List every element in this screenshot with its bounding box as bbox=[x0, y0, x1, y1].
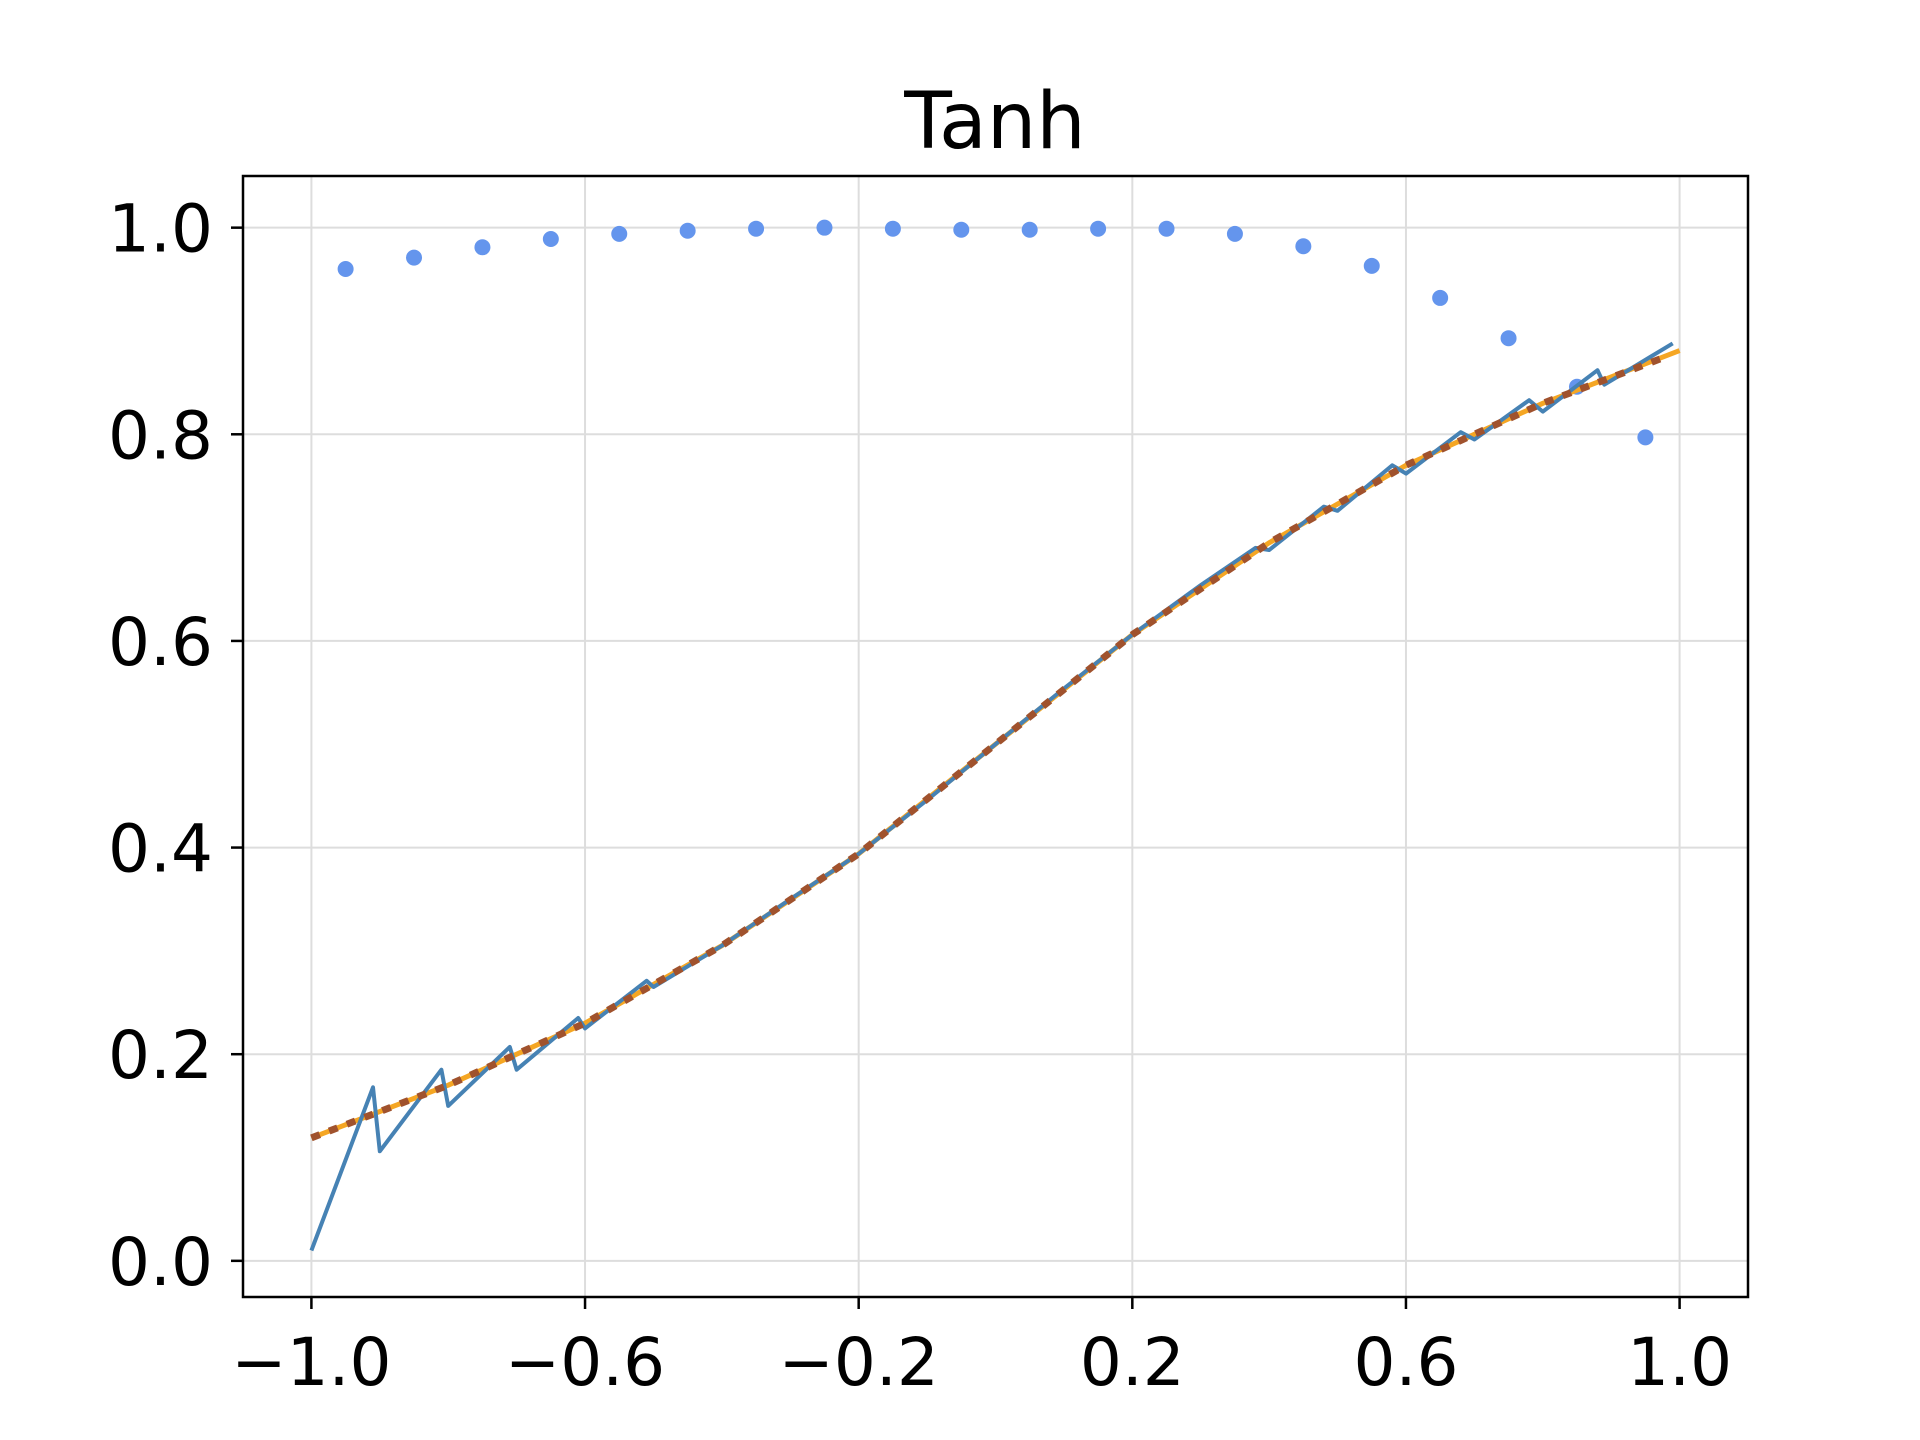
chart-title: Tanh bbox=[903, 77, 1085, 167]
scatter-point bbox=[542, 231, 559, 248]
scatter-point bbox=[1500, 330, 1517, 347]
scatter-point bbox=[1158, 220, 1175, 237]
scatter-point bbox=[679, 222, 696, 239]
y-tick-label: 0.6 bbox=[108, 604, 213, 681]
scatter-point bbox=[1226, 225, 1243, 242]
scatter-point bbox=[884, 220, 901, 237]
scatter-point bbox=[1637, 429, 1654, 446]
plot-frame bbox=[241, 174, 1750, 1299]
scatter-point bbox=[611, 225, 628, 242]
x-axis: −1.0 −0.6 −0.2 0.2 0.6 1.0 bbox=[231, 1297, 1732, 1401]
scatter-point bbox=[474, 239, 491, 256]
scatter-point bbox=[816, 219, 833, 236]
y-tick-label: 0.2 bbox=[108, 1017, 213, 1094]
y-tick-label: 0.8 bbox=[108, 397, 213, 474]
scatter-point bbox=[1363, 257, 1380, 274]
x-tick-label: −0.2 bbox=[779, 1324, 939, 1401]
scatter-point bbox=[1021, 221, 1038, 238]
scatter-series bbox=[337, 219, 1654, 446]
y-tick-label: 0.0 bbox=[108, 1224, 213, 1301]
plot-series bbox=[309, 219, 1681, 1252]
scatter-point bbox=[748, 220, 765, 237]
x-tick-label: 1.0 bbox=[1627, 1324, 1732, 1401]
x-tick-label: 0.6 bbox=[1353, 1324, 1458, 1401]
scatter-point bbox=[1295, 238, 1312, 255]
y-tick-label: 0.4 bbox=[108, 811, 213, 888]
scatter-point bbox=[1432, 289, 1449, 306]
scatter-point bbox=[337, 260, 354, 277]
y-axis: 0.0 0.2 0.4 0.6 0.8 1.0 bbox=[108, 191, 243, 1301]
scatter-point bbox=[406, 249, 423, 266]
grid bbox=[243, 176, 1748, 1297]
y-tick-label: 1.0 bbox=[108, 191, 213, 268]
scatter-point bbox=[1090, 220, 1107, 237]
x-tick-label: −1.0 bbox=[231, 1324, 391, 1401]
x-tick-label: 0.2 bbox=[1080, 1324, 1185, 1401]
x-tick-label: −0.6 bbox=[505, 1324, 665, 1401]
scatter-point bbox=[953, 221, 970, 238]
